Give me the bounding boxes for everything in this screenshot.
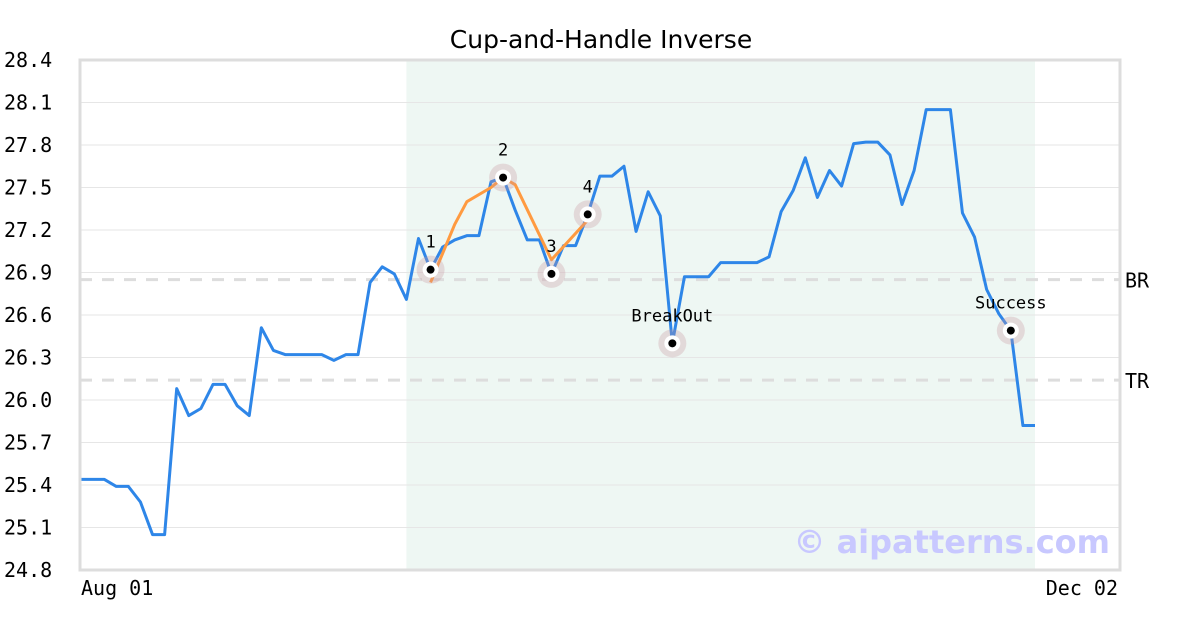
y-tick-label: 26.3 bbox=[4, 346, 52, 370]
y-tick-label: 26.6 bbox=[4, 303, 52, 327]
price-line bbox=[80, 108, 1035, 537]
annotation-markers: 1 2 3 4 BreakOut Success bbox=[416, 141, 1047, 358]
level-label-tr: TR bbox=[1125, 369, 1150, 393]
plot-frame bbox=[78, 58, 1122, 572]
level-label-br: BR bbox=[1125, 269, 1150, 293]
y-tick-label: 25.7 bbox=[4, 431, 52, 455]
x-tick-end: Dec 02 bbox=[1046, 576, 1118, 600]
annotation-label: 2 bbox=[498, 141, 508, 161]
y-tick-label: 27.2 bbox=[4, 218, 52, 242]
marker-dot bbox=[426, 265, 435, 274]
annotation-label: BreakOut bbox=[631, 306, 713, 326]
annotation-label: 1 bbox=[425, 233, 435, 253]
y-tick-label: 26.0 bbox=[4, 388, 52, 412]
x-tick-start: Aug 01 bbox=[81, 576, 153, 600]
chart-title: Cup-and-Handle Inverse bbox=[450, 25, 752, 54]
y-tick-label: 24.8 bbox=[4, 558, 52, 582]
marker-dot bbox=[547, 269, 556, 278]
marker-dot bbox=[1006, 326, 1015, 335]
y-tick-label: 25.4 bbox=[4, 473, 52, 497]
y-tick-label: 25.1 bbox=[4, 516, 52, 540]
y-tick-label: 28.4 bbox=[4, 48, 52, 72]
marker-dot bbox=[499, 173, 508, 182]
annotation-label: Success bbox=[975, 294, 1047, 314]
annotation-label: 3 bbox=[546, 237, 556, 257]
marker-dot bbox=[668, 339, 677, 348]
grid bbox=[80, 59, 1120, 571]
marker-dot bbox=[583, 210, 592, 219]
watermark: © aipatterns.com bbox=[793, 523, 1110, 561]
y-tick-label: 26.9 bbox=[4, 261, 52, 285]
level-lines: BR TR bbox=[80, 269, 1150, 393]
y-tick-label: 27.5 bbox=[4, 176, 52, 200]
y-tick-label: 27.8 bbox=[4, 133, 52, 157]
annotation-label: 4 bbox=[583, 177, 593, 197]
y-axis-ticks: 24.8 25.1 25.4 25.7 26.0 26.3 26.6 26.9 27.2 27.5… bbox=[4, 48, 52, 582]
y-tick-label: 28.1 bbox=[4, 91, 52, 115]
